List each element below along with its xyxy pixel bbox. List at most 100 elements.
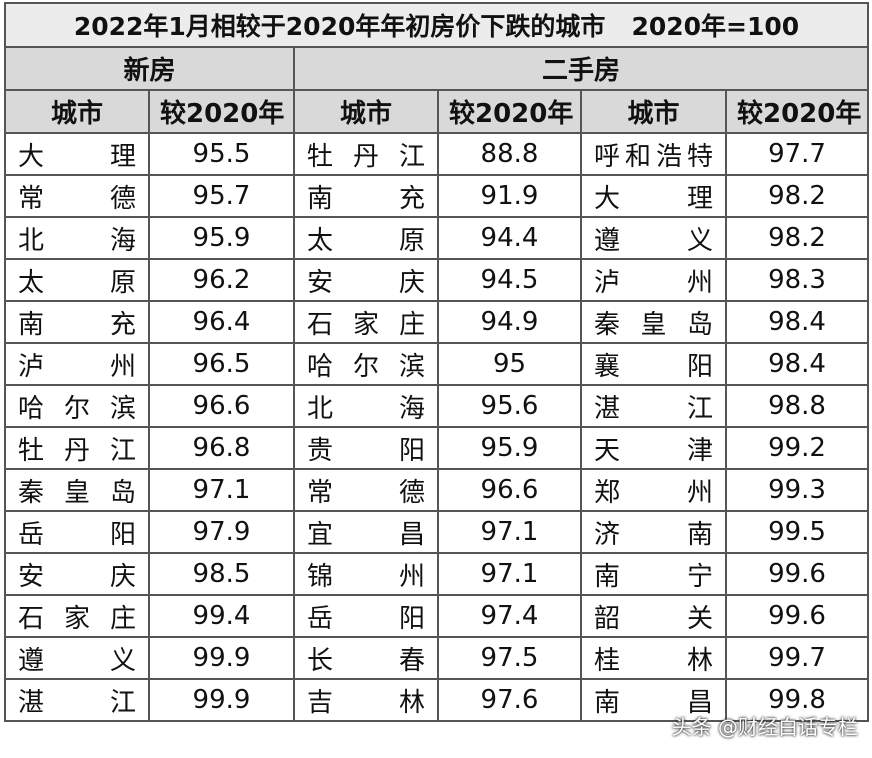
city-cell: 呼和浩特: [580, 132, 727, 176]
index-value: 97.9: [148, 510, 295, 554]
index-value: 97.1: [437, 510, 582, 554]
column-header: 城市: [580, 89, 727, 134]
index-value: 99.3: [724, 468, 870, 512]
city-name: 襄阳: [594, 351, 713, 382]
city-cell: 长春: [293, 636, 439, 680]
index-value: 96.2: [148, 258, 295, 302]
city-cell: 常德: [293, 468, 439, 512]
city-cell: 岳阳: [4, 510, 150, 554]
index-value: 99.4: [148, 594, 295, 638]
city-name: 哈尔滨: [307, 351, 425, 382]
city-name: 湛江: [594, 393, 713, 424]
city-name: 贵阳: [307, 435, 425, 466]
city-name: 长春: [307, 645, 425, 676]
group-header: 二手房: [292, 46, 870, 91]
city-cell: 遵义: [4, 636, 150, 680]
city-name: 济南: [594, 519, 713, 550]
city-cell: 石家庄: [4, 594, 150, 638]
table-row: 哈尔滨 96.6 北海 95.6 湛江 98.8: [4, 384, 870, 428]
index-value: 97.7: [724, 132, 870, 176]
index-value: 99.6: [724, 552, 870, 596]
city-cell: 哈尔滨: [4, 384, 150, 428]
index-value: 99.7: [724, 636, 870, 680]
index-value: 94.9: [437, 300, 582, 344]
table-row: 大理 95.5 牡丹江 88.8 呼和浩特 97.7: [4, 132, 870, 176]
table-row: 北海 95.9 太原 94.4 遵义 98.2: [4, 216, 870, 260]
city-name: 韶关: [594, 603, 713, 634]
city-name: 桂林: [594, 645, 713, 676]
city-cell: 秦皇岛: [580, 300, 727, 344]
table-row: 秦皇岛 97.1 常德 96.6 郑州 99.3: [4, 468, 870, 512]
column-header: 城市: [4, 89, 150, 134]
city-cell: 南宁: [580, 552, 727, 596]
city-cell: 北海: [293, 384, 439, 428]
title-row: 2022年1月相较于2020年年初房价下跌的城市 2020年=100: [3, 2, 870, 48]
table-body: 2022年1月相较于2020年年初房价下跌的城市 2020年=100 新房 二手…: [3, 2, 870, 722]
index-value: 97.1: [148, 468, 295, 512]
index-value: 88.8: [437, 132, 582, 176]
index-value: 98.2: [724, 174, 870, 218]
index-value: 97.6: [437, 678, 582, 722]
city-name: 牡丹江: [307, 141, 425, 172]
city-cell: 哈尔滨: [293, 342, 439, 386]
city-cell: 泸州: [4, 342, 150, 386]
city-cell: 太原: [293, 216, 439, 260]
index-value: 98.3: [724, 258, 870, 302]
city-cell: 安庆: [293, 258, 439, 302]
index-value: 99.9: [148, 678, 295, 722]
table-row: 泸州 96.5 哈尔滨 95 襄阳 98.4: [4, 342, 870, 386]
city-cell: 桂林: [580, 636, 727, 680]
city-name: 秦皇岛: [594, 309, 713, 340]
table-row: 安庆 98.5 锦州 97.1 南宁 99.6: [4, 552, 870, 596]
table-title: 2022年1月相较于2020年年初房价下跌的城市 2020年=100: [3, 2, 870, 48]
city-name: 锦州: [307, 561, 425, 592]
city-name: 吉林: [307, 687, 425, 718]
city-cell: 太原: [4, 258, 150, 302]
group-header: 新房: [4, 46, 295, 91]
city-cell: 大理: [4, 132, 150, 176]
table-row: 遵义 99.9 长春 97.5 桂林 99.7: [4, 636, 870, 680]
city-cell: 岳阳: [293, 594, 439, 638]
city-name: 岳阳: [307, 603, 425, 634]
city-name: 岳阳: [18, 519, 136, 550]
table-row: 太原 96.2 安庆 94.5 泸州 98.3: [4, 258, 870, 302]
index-value: 99.8: [724, 678, 870, 722]
index-value: 94.4: [437, 216, 582, 260]
city-name: 太原: [18, 267, 136, 298]
city-name: 宜昌: [307, 519, 425, 550]
city-cell: 常德: [4, 174, 150, 218]
city-name: 大理: [18, 141, 136, 172]
index-value: 98.5: [148, 552, 295, 596]
city-name: 遵义: [18, 645, 136, 676]
city-cell: 安庆: [4, 552, 150, 596]
city-name: 泸州: [594, 267, 713, 298]
index-value: 96.5: [148, 342, 295, 386]
column-header: 城市: [293, 89, 439, 134]
city-name: 南昌: [594, 687, 713, 718]
index-value: 95.7: [148, 174, 295, 218]
city-cell: 湛江: [580, 384, 727, 428]
city-name: 遵义: [594, 225, 713, 256]
city-name: 石家庄: [18, 603, 136, 634]
city-name: 常德: [307, 477, 425, 508]
city-cell: 北海: [4, 216, 150, 260]
index-value: 96.6: [148, 384, 295, 428]
city-name: 石家庄: [307, 309, 425, 340]
city-cell: 石家庄: [293, 300, 439, 344]
index-value: 95.6: [437, 384, 582, 428]
city-name: 南宁: [594, 561, 713, 592]
table-row: 岳阳 97.9 宜昌 97.1 济南 99.5: [4, 510, 870, 554]
city-cell: 牡丹江: [293, 132, 439, 176]
city-cell: 遵义: [580, 216, 727, 260]
city-name: 郑州: [594, 477, 713, 508]
index-value: 95.9: [437, 426, 582, 470]
group-row: 新房 二手房: [4, 46, 870, 91]
column-header: 较2020年: [148, 89, 295, 134]
index-value: 97.5: [437, 636, 582, 680]
column-header: 较2020年: [724, 89, 870, 134]
index-value: 97.4: [437, 594, 582, 638]
city-name: 秦皇岛: [18, 477, 136, 508]
city-cell: 大理: [580, 174, 727, 218]
city-name: 南充: [18, 309, 136, 340]
